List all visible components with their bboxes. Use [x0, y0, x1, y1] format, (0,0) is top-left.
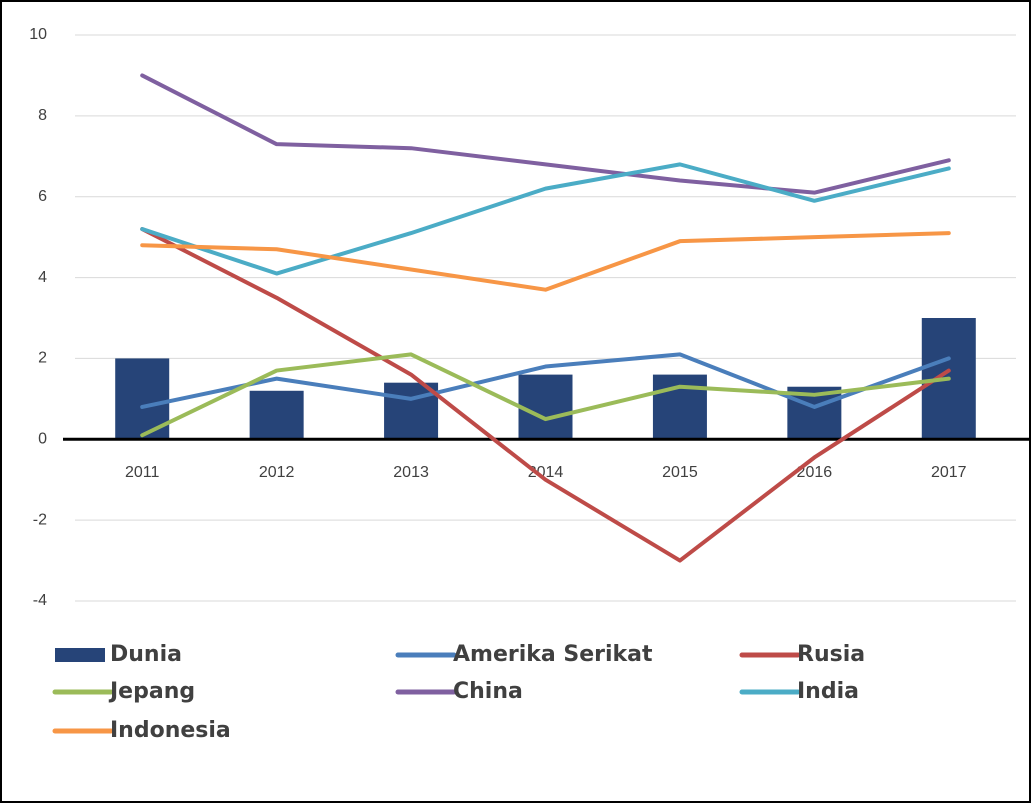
- y-tick-label: 8: [38, 107, 47, 124]
- legend-label: Indonesia: [110, 718, 231, 743]
- y-tick-label: -4: [33, 592, 47, 609]
- x-tick-label: 2015: [662, 464, 698, 481]
- y-tick-label: 0: [38, 431, 47, 448]
- bar: [518, 374, 573, 440]
- y-tick-label: -2: [33, 511, 47, 528]
- bar: [652, 374, 707, 440]
- line-series: [140, 227, 951, 563]
- bar: [249, 390, 304, 440]
- y-tick-label: 4: [38, 269, 47, 286]
- line-series: [140, 231, 951, 292]
- legend-label: China: [453, 679, 523, 704]
- bar: [384, 382, 439, 440]
- x-tick-label: 2014: [528, 464, 564, 481]
- legend-label: Jepang: [108, 679, 195, 704]
- legend-label: Amerika Serikat: [453, 642, 653, 667]
- line-series: [140, 352, 951, 409]
- x-tick-label: 2017: [931, 464, 967, 481]
- line-series: [140, 352, 951, 438]
- legend-label: Rusia: [797, 642, 865, 667]
- legend-label: India: [797, 679, 859, 704]
- x-tick-label: 2012: [259, 464, 295, 481]
- legend-label: Dunia: [110, 642, 182, 667]
- line-series: [140, 73, 951, 195]
- x-tick-label: 2016: [797, 464, 833, 481]
- y-tick-label: 10: [29, 26, 47, 43]
- x-tick-label: 2013: [393, 464, 429, 481]
- y-tick-label: 2: [38, 350, 47, 367]
- line-series: [140, 162, 951, 276]
- x-tick-label: 2011: [125, 464, 160, 481]
- y-tick-label: 6: [38, 188, 47, 205]
- legend-swatch: [55, 648, 105, 662]
